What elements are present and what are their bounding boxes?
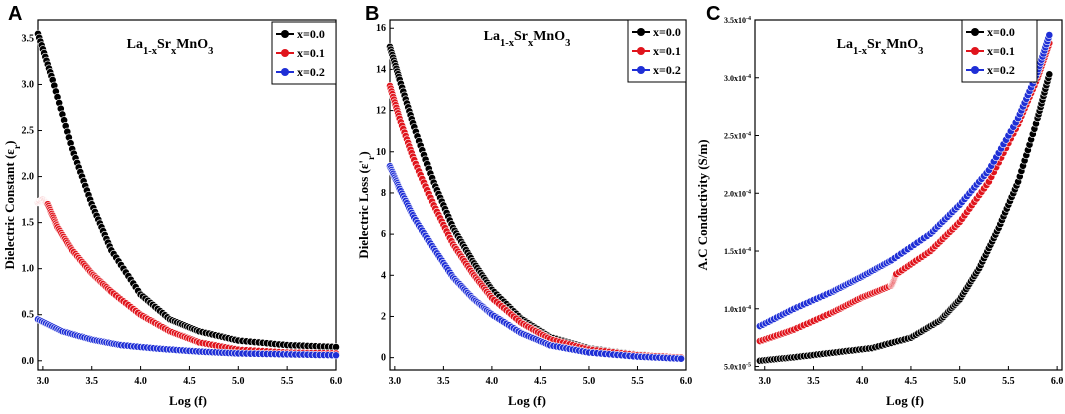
x-axis-label: Log (f) <box>169 393 207 408</box>
y-tick-label: 2.5 <box>22 126 35 137</box>
x-tick-label: 5.0 <box>232 376 245 387</box>
legend-label: x=0.2 <box>987 63 1015 77</box>
data-point <box>677 354 685 363</box>
plot-frame <box>389 19 687 371</box>
y-tick-label: 10 <box>376 147 386 158</box>
y-tick-label: 16 <box>376 23 386 34</box>
chart-title: La1-xSrxMnO3 <box>837 37 924 57</box>
legend-marker <box>637 66 645 74</box>
x-tick-label: 4.0 <box>856 376 869 387</box>
series-x=0.2 <box>386 162 685 363</box>
x-tick-label: 4.5 <box>183 376 196 387</box>
series-x=0.0 <box>756 70 1054 365</box>
y-tick-label: 1.0 <box>22 264 35 275</box>
x-tick-label: 4.0 <box>486 376 499 387</box>
y-tick-label: 2.0x10-4 <box>724 189 751 198</box>
legend: x=0.0 x=0.1 x=0.2 <box>627 19 687 83</box>
legend-marker <box>971 47 979 55</box>
legend-marker <box>637 28 645 36</box>
x-tick-label: 3.0 <box>758 376 771 387</box>
x-tick-label: 6.0 <box>680 376 693 387</box>
x-tick-label: 3.5 <box>437 376 450 387</box>
x-tick-label: 5.0 <box>583 376 596 387</box>
legend-label: x=0.0 <box>987 25 1015 39</box>
legend-marker <box>971 28 979 36</box>
x-tick-label: 4.5 <box>905 376 918 387</box>
plot-frame <box>754 19 1063 371</box>
chart-title: La1-xSrxMnO3 <box>127 37 214 57</box>
y-tick-label: 2 <box>381 311 386 322</box>
y-tick-label: 2.5x10-4 <box>724 132 751 141</box>
y-tick-label: 2.0 <box>22 172 35 183</box>
y-tick-label: 3.5x10-4 <box>724 16 751 25</box>
y-tick-label: 14 <box>376 64 386 75</box>
legend: x=0.0 x=0.1 x=0.2 <box>271 21 337 85</box>
y-axis-label: Dielectric Loss (ε'r) <box>356 151 377 258</box>
legend-label: x=0.2 <box>653 63 681 77</box>
series-x=0.1 <box>756 39 1054 345</box>
legend-marker <box>281 30 289 38</box>
chart-title: La1-xSrxMnO3 <box>484 29 571 49</box>
x-tick-label: 3.5 <box>807 376 820 387</box>
data-point <box>1045 31 1054 39</box>
y-tick-label: 3.0x10-4 <box>724 74 751 83</box>
x-tick-label: 3.0 <box>37 376 50 387</box>
plot-frame <box>37 19 337 371</box>
panel-letter: C <box>706 3 720 25</box>
x-tick-label: 6.0 <box>1051 376 1064 387</box>
x-tick-label: 3.0 <box>389 376 402 387</box>
legend-label: x=0.1 <box>653 44 681 58</box>
x-tick-label: 6.0 <box>330 376 343 387</box>
y-axis-label: A.C Conductivity (S/m) <box>695 139 710 270</box>
x-tick-label: 5.0 <box>953 376 966 387</box>
y-tick-label: 1.5x10-4 <box>724 247 751 256</box>
y-tick-label: 0.5 <box>22 310 35 321</box>
y-axis-label: Dielectric Constant (εr) <box>2 140 23 269</box>
y-tick-label: 1.5 <box>22 218 35 229</box>
x-tick-label: 4.5 <box>534 376 547 387</box>
series-x=0.2 <box>34 315 340 360</box>
x-axis-label: Log (f) <box>508 393 546 408</box>
y-tick-label: 4 <box>381 270 386 281</box>
legend-label: x=0.0 <box>653 25 681 39</box>
y-tick-label: 0 <box>381 353 386 364</box>
x-tick-label: 5.5 <box>631 376 644 387</box>
data-point <box>332 351 340 360</box>
data-point <box>1045 70 1054 79</box>
legend: x=0.0 x=0.1 x=0.2 <box>961 19 1038 83</box>
legend-label: x=0.1 <box>987 44 1015 58</box>
legend-label: x=0.1 <box>297 46 325 60</box>
y-tick-label: 3.0 <box>22 79 35 90</box>
panel-letter: B <box>365 3 379 25</box>
y-tick-label: 1.0x10-4 <box>724 305 751 314</box>
y-tick-label: 6 <box>381 229 386 240</box>
legend-marker <box>281 49 289 57</box>
y-tick-label: 5.0x10-5 <box>724 363 751 372</box>
y-tick-label: 3.5 <box>22 33 35 44</box>
legend-label: x=0.2 <box>297 65 325 79</box>
panel-b: B 3.0 3.5 4.0 4.5 5.0 5.5 6.0 0 2 4 6 8 10 12 14 16 La1-x… <box>356 3 692 408</box>
x-tick-label: 5.5 <box>1002 376 1015 387</box>
series-x=0.2 <box>756 31 1054 330</box>
panel-c: C 3.0 3.5 4.0 4.5 5.0 5.5 6.0 5.0x10-5 1.0x10-4 1.… <box>695 3 1063 408</box>
panel-a: A 3.0 3.5 4.0 4.5 5.0 5.5 6.0 0.0 0.5 1.0 1.5 2.0 2.5… <box>2 3 342 408</box>
y-tick-label: 0.0 <box>22 356 35 367</box>
y-tick-label: 12 <box>376 106 386 117</box>
x-tick-label: 5.5 <box>281 376 294 387</box>
legend-marker <box>971 66 979 74</box>
legend-marker <box>637 47 645 55</box>
panel-letter: A <box>8 3 22 25</box>
y-tick-label: 8 <box>381 188 386 199</box>
series-x=0.1 <box>386 82 685 362</box>
series-x=0.0 <box>34 29 340 351</box>
legend-marker <box>281 68 289 76</box>
x-tick-label: 3.5 <box>85 376 98 387</box>
legend-label: x=0.0 <box>297 27 325 41</box>
x-axis-label: Log (f) <box>886 393 924 408</box>
x-tick-label: 4.0 <box>134 376 147 387</box>
